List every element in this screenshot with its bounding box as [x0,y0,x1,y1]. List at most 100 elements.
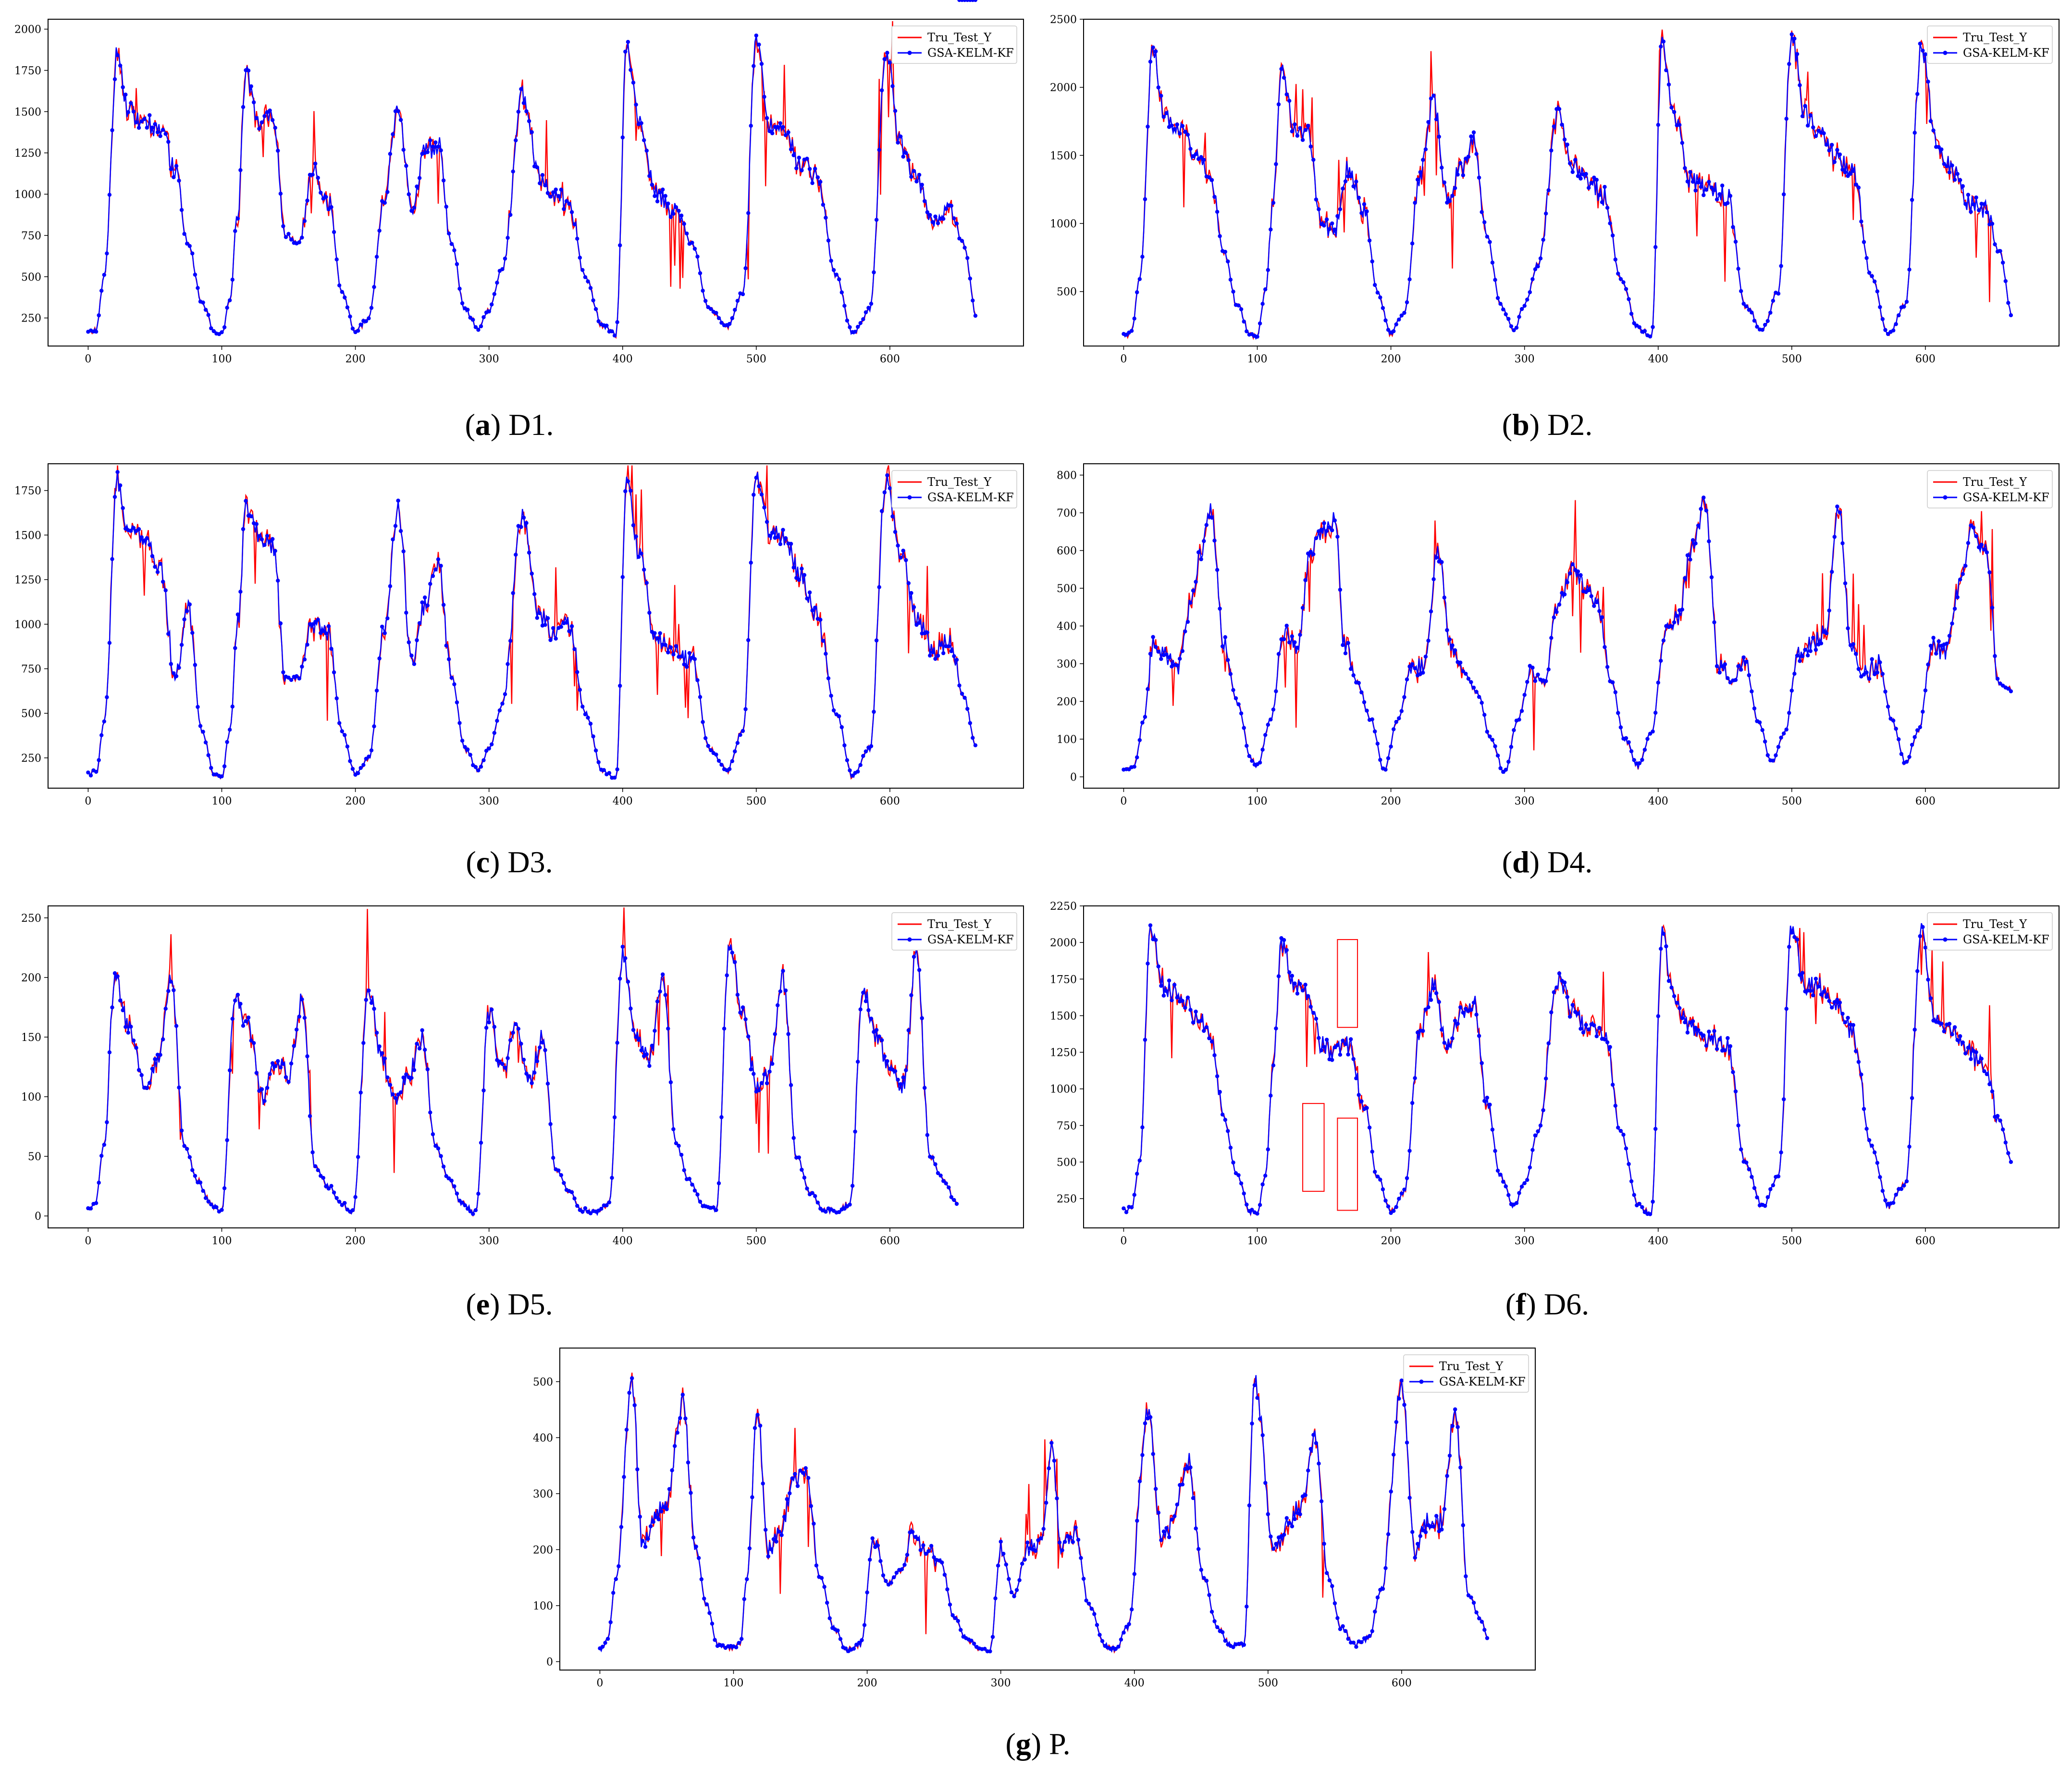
series-point-gsa-kelm-kf [241,105,246,109]
legend-label-truth: Tru_Test_Y [927,917,992,931]
series-point-gsa-kelm-kf [88,1206,93,1211]
series-point-gsa-kelm-kf [647,174,652,178]
series-point-gsa-kelm-kf [559,625,564,629]
series-point-gsa-kelm-kf [121,1008,125,1013]
series-point-gsa-kelm-kf [758,1423,763,1428]
series-point-gsa-kelm-kf [1573,158,1578,162]
series-point-gsa-kelm-kf [1669,985,1674,990]
y-tick-label: 50 [28,1151,41,1163]
series-point-gsa-kelm-kf [503,1065,507,1070]
x-tick-label: 200 [857,1677,877,1689]
series-point-gsa-kelm-kf [425,1067,430,1072]
series-point-gsa-kelm-kf [538,611,542,616]
series-point-gsa-kelm-kf [129,1025,133,1029]
series-point-gsa-kelm-kf [508,212,513,217]
series-point-gsa-kelm-kf [452,248,456,252]
highlight-box [1337,939,1358,1028]
series-point-gsa-kelm-kf [305,1054,309,1059]
series-point-gsa-kelm-kf [2009,1160,2013,1164]
series-point-gsa-kelm-kf [1071,1540,1075,1544]
series-point-gsa-kelm-kf [289,237,294,242]
series-point-gsa-kelm-kf [1161,1529,1166,1534]
series-point-gsa-kelm-kf [169,662,173,666]
series-point-gsa-kelm-kf [1442,1507,1447,1511]
series-point-gsa-kelm-kf [1693,541,1698,545]
series-point-gsa-kelm-kf [153,565,157,569]
series-point-gsa-kelm-kf [1971,525,1976,530]
series-point-gsa-kelm-kf [2003,279,2008,284]
series-point-gsa-kelm-kf [1707,1029,1711,1034]
series-point-gsa-kelm-kf [853,330,857,334]
series-point-gsa-kelm-kf [1488,1102,1492,1107]
legend-marker-pred [1943,495,1948,500]
series-point-gsa-kelm-kf [1199,557,1203,561]
series-point-gsa-kelm-kf [1194,1526,1198,1531]
series-point-gsa-kelm-kf [1330,221,1334,226]
series-point-gsa-kelm-kf [1322,521,1326,525]
series-point-gsa-kelm-kf [1688,170,1692,174]
x-tick-label: 100 [1247,795,1268,807]
series-point-gsa-kelm-kf [1373,1609,1377,1614]
series-point-gsa-kelm-kf [1033,1549,1038,1553]
series-point-gsa-kelm-kf [367,316,371,321]
series-point-gsa-kelm-kf [1383,1199,1388,1203]
series-point-gsa-kelm-kf [791,565,796,570]
series-point-gsa-kelm-kf [1429,998,1433,1002]
series-point-gsa-kelm-kf [655,199,660,204]
x-tick-label: 600 [1915,795,1936,807]
series-point-gsa-kelm-kf [754,475,759,480]
series-point-gsa-kelm-kf [1453,648,1457,653]
series-point-gsa-kelm-kf [960,692,964,696]
series-point-gsa-kelm-kf [179,1128,184,1133]
series-point-gsa-kelm-kf [668,645,673,650]
series-point-gsa-kelm-kf [615,320,619,324]
series-point-gsa-kelm-kf [1757,720,1762,725]
series-point-gsa-kelm-kf [1907,1144,1912,1149]
series-point-gsa-kelm-kf [1161,114,1166,119]
series-point-gsa-kelm-kf [1287,99,1292,103]
series-point-gsa-kelm-kf [538,181,542,186]
series-point-gsa-kelm-kf [1258,760,1262,765]
series-point-gsa-kelm-kf [1939,147,1944,151]
series-point-gsa-kelm-kf [1137,738,1142,743]
x-tick-label: 0 [1120,353,1127,365]
series-point-gsa-kelm-kf [623,50,628,54]
series-point-gsa-kelm-kf [102,1142,106,1147]
series-point-gsa-kelm-kf [1405,1440,1409,1445]
series-point-gsa-kelm-kf [813,1194,817,1198]
series-point-gsa-kelm-kf [1779,735,1783,740]
series-point-gsa-kelm-kf [632,1403,637,1408]
series-point-gsa-kelm-kf [1132,1572,1136,1576]
series-point-gsa-kelm-kf [1750,310,1754,315]
series-point-gsa-kelm-kf [564,620,569,625]
series-point-gsa-kelm-kf [839,290,844,295]
series-point-gsa-kelm-kf [316,618,320,622]
series-point-gsa-kelm-kf [1509,744,1514,749]
series-point-gsa-kelm-kf [1159,94,1163,98]
x-tick-label: 600 [1915,1235,1936,1247]
series-point-gsa-kelm-kf [1549,148,1554,153]
series-point-gsa-kelm-kf [863,310,868,314]
series-point-gsa-kelm-kf [1188,1008,1193,1012]
series-point-gsa-kelm-kf [1653,1126,1658,1131]
series-point-gsa-kelm-kf [1255,334,1259,339]
series-point-gsa-kelm-kf [1493,744,1497,749]
series-point-gsa-kelm-kf [452,682,456,687]
series-point-gsa-kelm-kf [326,1187,331,1191]
series-point-gsa-kelm-kf [1755,1195,1759,1200]
series-point-gsa-kelm-kf [1880,672,1885,676]
series-point-gsa-kelm-kf [1736,267,1740,271]
series-point-gsa-kelm-kf [1838,1000,1842,1005]
series-point-gsa-kelm-kf [1140,720,1145,725]
series-point-gsa-kelm-kf [698,271,703,275]
legend-box [891,25,1017,64]
series-point-gsa-kelm-kf [396,109,400,113]
series-point-gsa-kelm-kf [1955,1038,1960,1042]
series-point-gsa-kelm-kf [257,534,261,538]
series-point-gsa-kelm-kf [868,1558,872,1562]
chart-panel-d2: 0 100 200 300 400 500 6005001000150020002500Tr… [1050,14,2060,365]
series-point-gsa-kelm-kf [169,979,173,984]
series-point-gsa-kelm-kf [1581,1030,1586,1035]
series-point-gsa-kelm-kf [936,1171,940,1176]
series-point-gsa-kelm-kf [1656,681,1660,685]
